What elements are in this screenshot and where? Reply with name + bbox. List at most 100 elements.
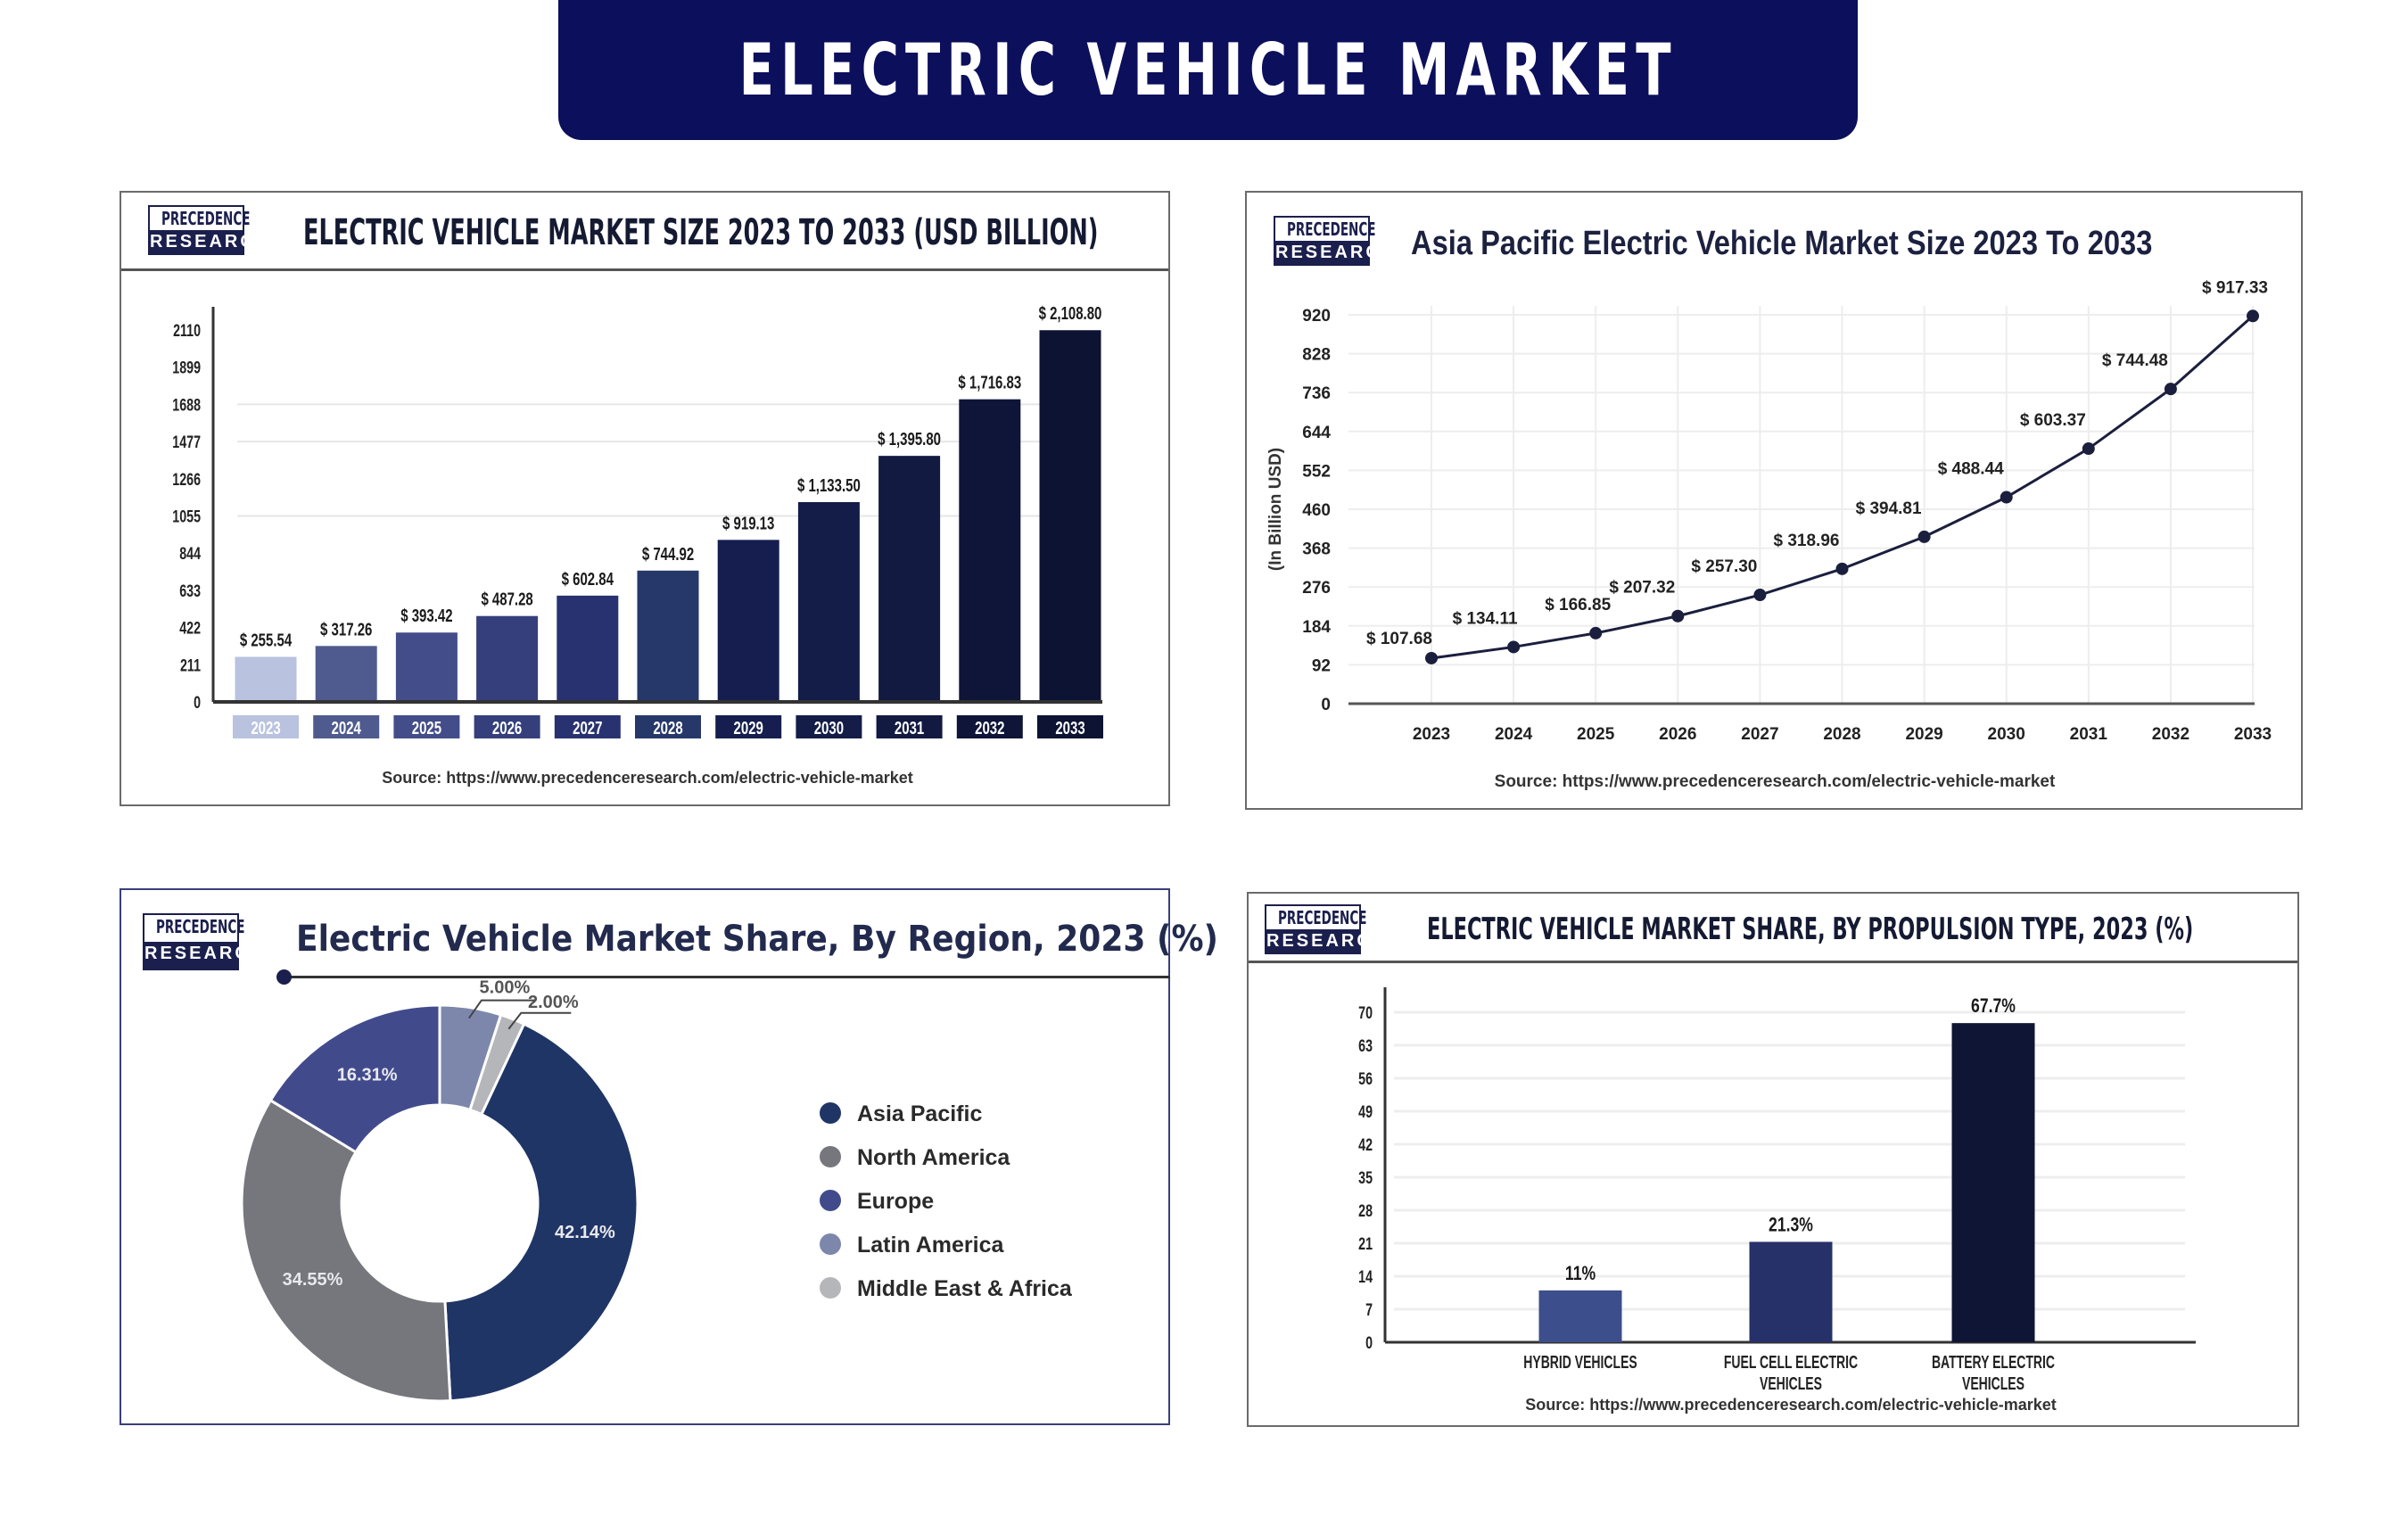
x-tick-label: 2032 (975, 718, 1004, 738)
chart-title: ELECTRIC VEHICLE MARKET SIZE 2023 TO 203… (303, 212, 1099, 253)
precedence-logo: PRECEDENCE RESEARCH (1265, 904, 1385, 954)
y-tick-label: 552 (1302, 462, 1331, 481)
y-tick-label: 35 (1358, 1168, 1373, 1187)
donut-slice (268, 1003, 441, 1154)
leader-line (468, 999, 536, 1019)
data-label: $ 603.37 (2020, 411, 2086, 430)
x-tick-label: 2029 (1905, 725, 1942, 744)
y-tick-label: 633 (179, 581, 201, 600)
data-label: $ 919.13 (722, 513, 774, 533)
bar (637, 570, 699, 702)
main-banner: ELECTRIC VEHICLE MARKET (558, 0, 1858, 140)
data-point (1917, 530, 1931, 543)
x-tick-label: VEHICLES (1760, 1373, 1822, 1393)
x-tick-label: 2027 (573, 718, 602, 738)
x-tick-label: 2030 (1988, 725, 2025, 744)
line-chart-asia-pacific: 0 92 184 276 368 460 552 644 736 828 920 (In Billio… (1266, 278, 2272, 791)
source-text: Source: https://www.precedenceresearch.c… (1495, 772, 2056, 791)
data-point (1425, 651, 1438, 664)
data-point (2164, 383, 2177, 396)
chart-title: Asia Pacific Electric Vehicle Market Siz… (1411, 225, 2153, 262)
x-tick-label: 2028 (653, 718, 682, 738)
donut-slice (468, 1012, 526, 1117)
y-tick-label: 92 (1312, 656, 1331, 675)
data-label: $ 744.48 (2102, 351, 2168, 370)
y-tick-label: 70 (1358, 1003, 1373, 1022)
x-tick-box (1037, 715, 1103, 738)
bar (557, 595, 619, 702)
bar (959, 399, 1021, 702)
y-tick-label: 28 (1358, 1201, 1373, 1220)
slice-label: 2.00% (528, 993, 579, 1012)
data-label: $ 394.81 (1856, 499, 1922, 518)
title-underline (284, 976, 1170, 978)
data-label: $ 488.44 (1938, 460, 2004, 479)
x-tick-label: 2033 (2234, 725, 2272, 744)
precedence-logo: PRECEDENCE RESEARCH (143, 913, 263, 970)
bar-chart-market-size: 0 211 422 633 844 1055 1266 1477 1688 1899 2110 $ 2… (172, 303, 1103, 787)
y-tick-label: 920 (1302, 307, 1331, 326)
x-tick-box (956, 715, 1023, 738)
y-tick-label: 1899 (172, 359, 201, 377)
donut-slice (443, 1022, 639, 1403)
y-tick-label: 7 (1365, 1300, 1373, 1319)
y-tick-label: 460 (1302, 501, 1331, 520)
data-point (2082, 442, 2095, 456)
legend-swatch (820, 1146, 841, 1167)
source-text: Source: https://www.precedenceresearch.c… (382, 769, 913, 787)
data-label: 67.7% (1971, 995, 2016, 1017)
donut-slice (240, 1098, 452, 1403)
bar (1951, 1023, 2035, 1342)
data-label: $ 1,133.50 (797, 475, 861, 496)
y-tick-label: 368 (1302, 540, 1331, 559)
y-tick-label: 1688 (172, 395, 201, 414)
bar (315, 646, 377, 702)
y-tick-label: 42 (1358, 1135, 1373, 1154)
y-tick-label: 2110 (173, 321, 201, 340)
bar (717, 540, 779, 702)
bar (1749, 1241, 1833, 1342)
y-tick-label: 0 (1321, 696, 1331, 714)
y-tick-label: 63 (1358, 1036, 1373, 1055)
slice-label: 34.55% (283, 1270, 343, 1290)
y-tick-label: 0 (194, 693, 201, 712)
y-tick-label: 56 (1358, 1069, 1373, 1088)
data-point (1507, 640, 1521, 654)
x-tick-label: 2028 (1823, 725, 1860, 744)
x-tick-box (635, 715, 701, 738)
x-tick-label: 2032 (2152, 725, 2189, 744)
y-tick-label: 1477 (172, 433, 201, 451)
x-tick-label: 2026 (492, 718, 522, 738)
data-label: $ 744.92 (642, 544, 694, 565)
panel-market-size: PRECEDENCE RESEARCH ELECTRIC VEHICLE MAR… (120, 191, 1170, 806)
legend-label: Latin America (857, 1233, 1005, 1258)
x-tick-box (554, 715, 621, 738)
data-label: $ 257.30 (1691, 557, 1757, 576)
data-label: $ 1,716.83 (958, 373, 1021, 393)
x-tick-label: 2024 (1495, 725, 1533, 744)
slice-label: 5.00% (480, 978, 531, 998)
x-tick-label: 2027 (1741, 725, 1778, 744)
data-point (1671, 609, 1685, 623)
y-tick-label: 1266 (172, 470, 201, 489)
x-tick-box (796, 715, 862, 738)
bar (797, 501, 860, 702)
data-point (1753, 589, 1767, 602)
panel-region-share: PRECEDENCE RESEARCH Electric Vehicle Mar… (120, 888, 1218, 1425)
bar (235, 656, 297, 702)
x-tick-label: VEHICLES (1962, 1373, 2025, 1393)
data-label: $ 317.26 (320, 619, 372, 639)
data-label: $ 166.85 (1545, 596, 1611, 614)
x-tick-label: 2030 (814, 718, 844, 738)
x-tick-label: 2029 (734, 718, 763, 738)
data-label: 11% (1565, 1263, 1596, 1284)
data-point (2000, 491, 2013, 504)
x-tick-label: 2031 (2070, 725, 2108, 744)
bar (476, 615, 539, 702)
precedence-logo: PRECEDENCE RESEARCH (148, 205, 268, 255)
header-divider (1249, 961, 2297, 963)
x-tick-label: 2025 (412, 718, 441, 738)
y-tick-label: 14 (1358, 1267, 1373, 1286)
data-point (2247, 309, 2259, 323)
chart-title: ELECTRIC VEHICLE MARKET SHARE, BY PROPUL… (1427, 911, 2194, 947)
